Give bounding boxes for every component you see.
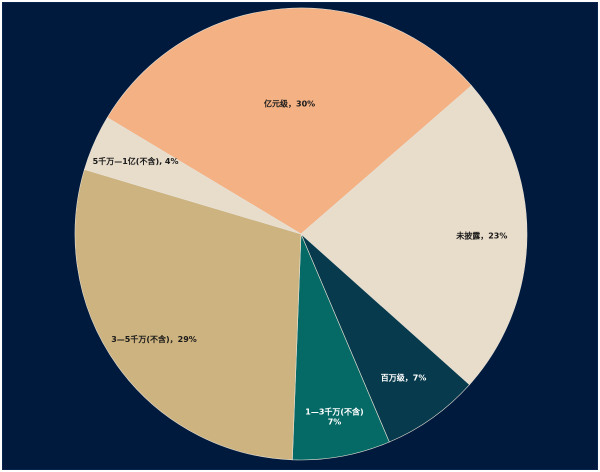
pie-slice-1 [300,85,528,386]
pie-slice-5 [84,117,302,235]
pie-slice-label-0: 亿元级，30% [264,98,315,108]
pie-slice-label-1: 未披露，23% [455,230,507,240]
pie-slice-0 [106,7,472,235]
pie-slice-label-3: 1—3千万(不含) 7% [305,406,363,426]
pie-slice-4 [74,169,302,461]
pie-slice-label-5: 5千万—1亿(不含), 4% [93,156,179,166]
pie-slices [74,7,528,461]
pie-slice-label-2: 百万级，7% [381,372,427,382]
pie-slice-label-4: 3—5千万(不含)，29% [111,334,197,344]
pie-chart: 亿元级，30% 未披露，23% 百万级，7% 1—3千万(不含) 7% 3—5千万(不含)… [74,7,528,461]
pie-labels: 亿元级，30% 未披露，23% 百万级，7% 1—3千万(不含) 7% 3—5千万(不含)… [93,98,508,426]
